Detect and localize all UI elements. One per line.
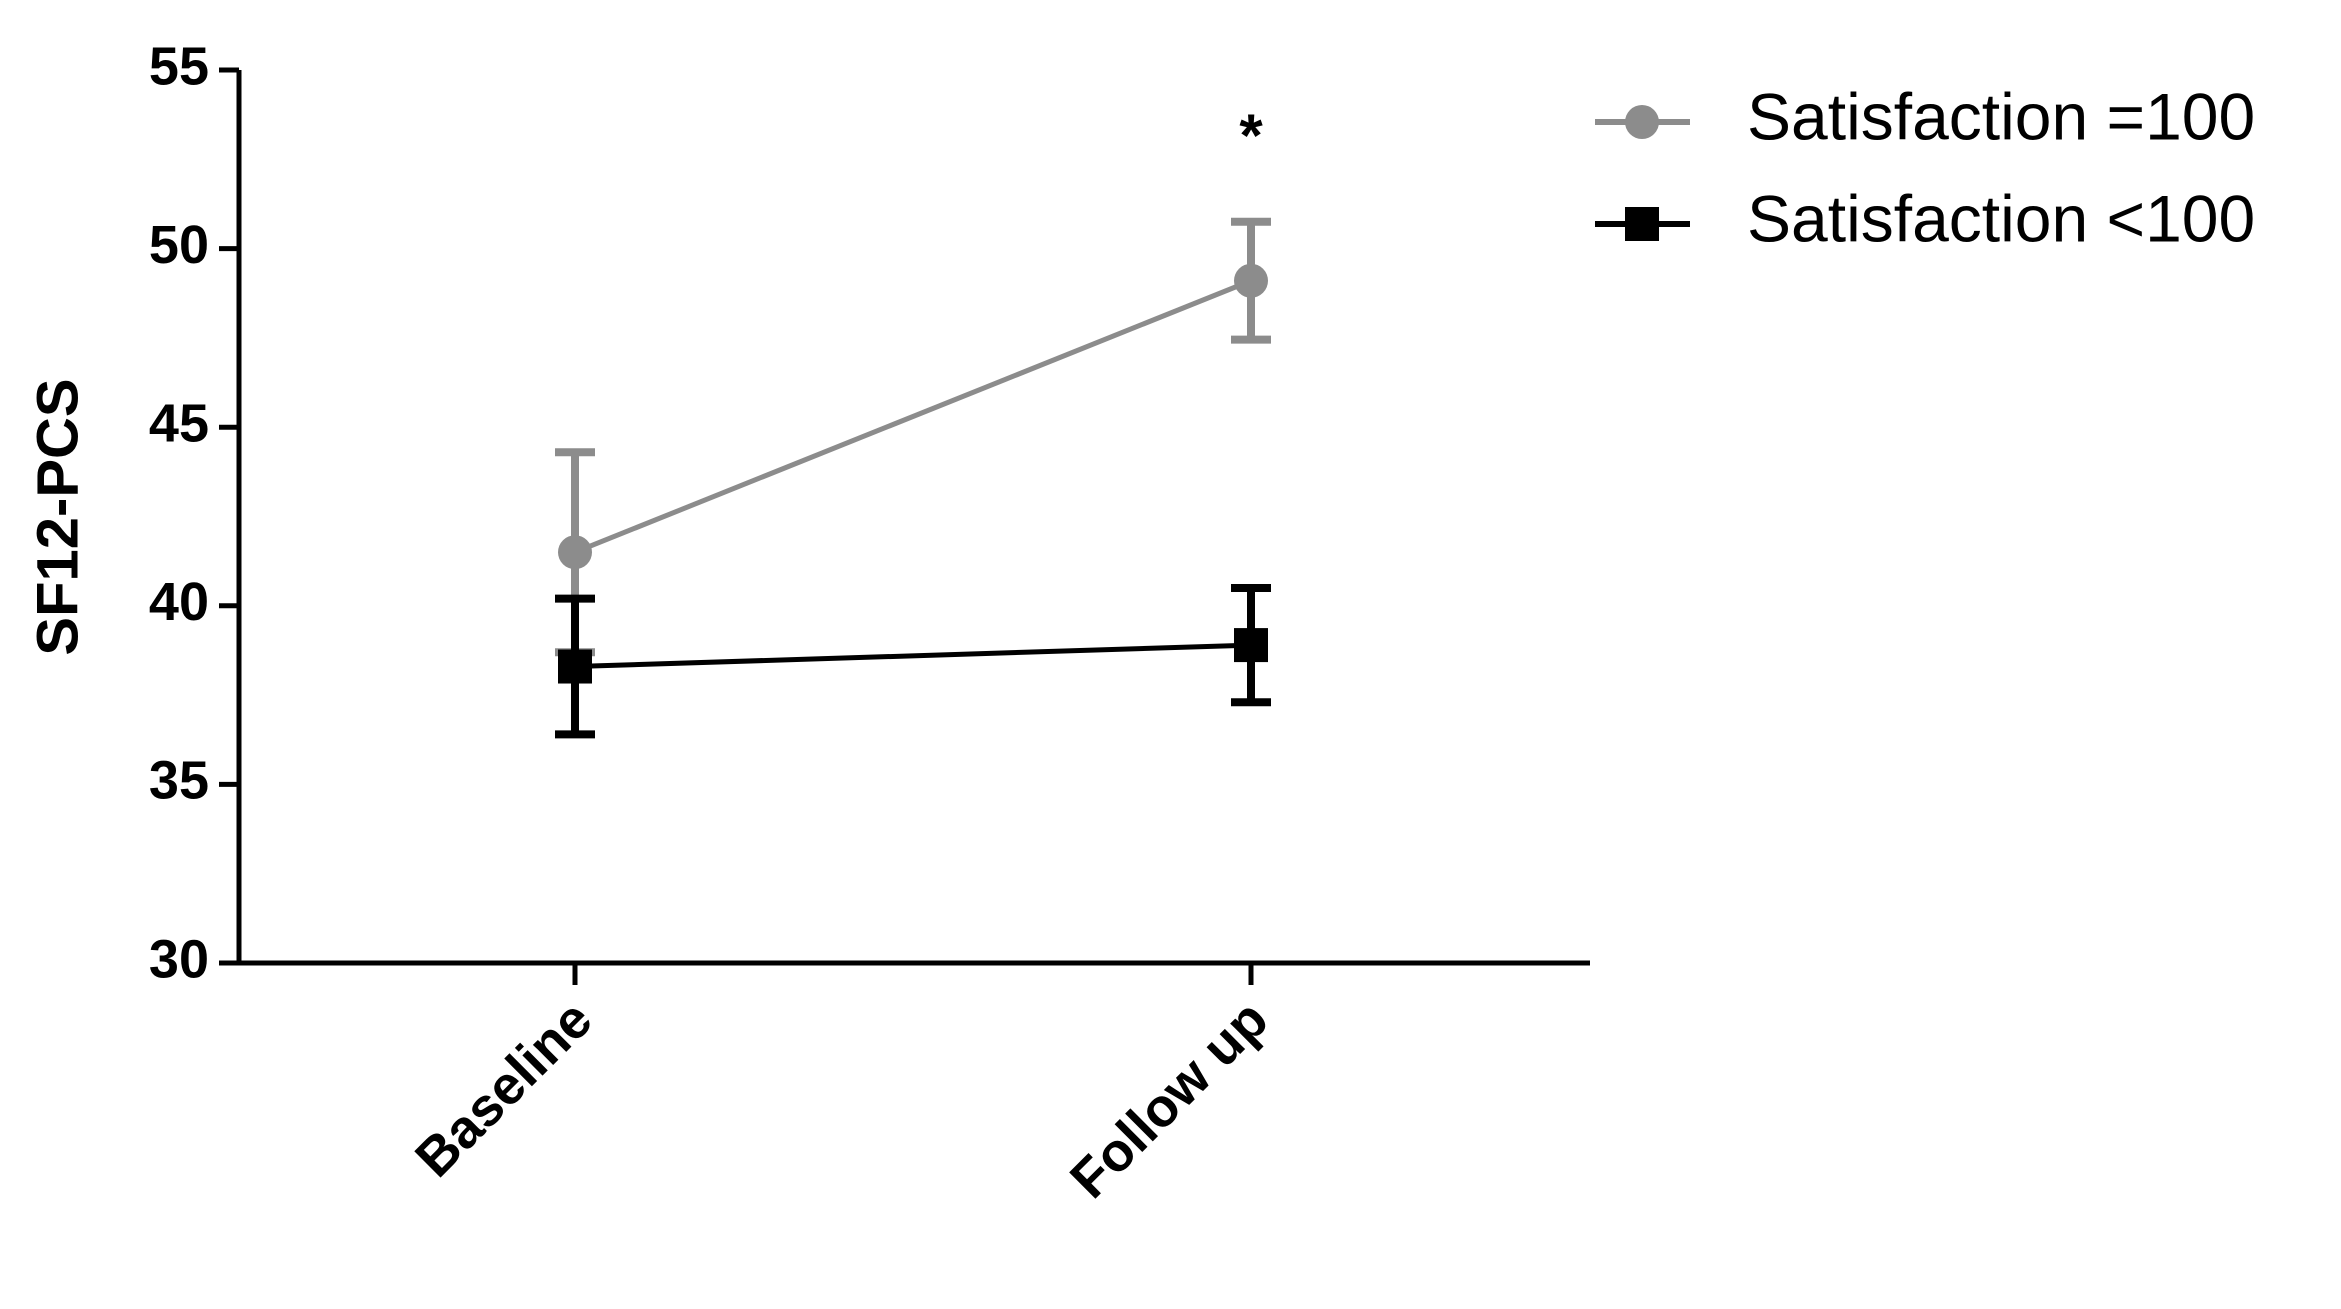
y-axis-label: SF12-PCS xyxy=(25,378,90,655)
y-tick-label: 45 xyxy=(149,393,209,453)
point xyxy=(1234,628,1268,663)
legend-marker xyxy=(1625,105,1659,139)
legend-label: Satisfaction <100 xyxy=(1747,181,2255,255)
y-tick-label: 55 xyxy=(149,36,209,96)
legend-label: Satisfaction =100 xyxy=(1747,79,2255,153)
legend-marker xyxy=(1625,207,1659,241)
x-tick-label: Baseline xyxy=(404,989,603,1188)
y-tick-label: 30 xyxy=(149,929,209,989)
point xyxy=(558,649,592,684)
y-tick-label: 50 xyxy=(149,215,209,275)
point xyxy=(558,535,592,570)
series-line xyxy=(574,278,1252,555)
y-tick-label: 35 xyxy=(149,751,209,811)
y-tick-label: 40 xyxy=(149,572,209,632)
point xyxy=(1234,263,1268,298)
series-line xyxy=(574,642,1252,670)
x-tick-label: Follow up xyxy=(1059,989,1280,1210)
annotation: * xyxy=(1239,102,1263,169)
